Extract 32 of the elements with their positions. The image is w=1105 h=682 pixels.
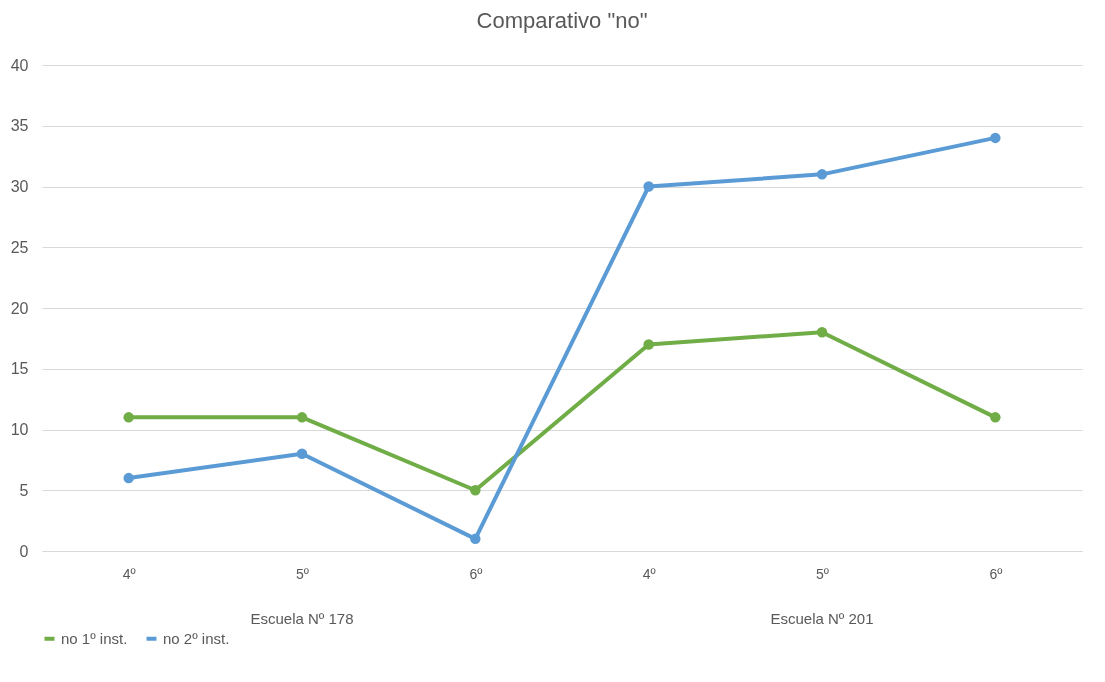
point: [296, 448, 308, 460]
point: [990, 132, 1001, 144]
point: [296, 412, 308, 423]
y-tick-label: 15: [10, 360, 29, 378]
y-tick-label: 0: [19, 542, 29, 560]
point: [470, 533, 481, 545]
chart-title: Comparativo "no": [476, 8, 648, 33]
y-tick-label: 10: [10, 421, 29, 438]
point: [123, 472, 134, 484]
x-tick-label: 5º: [296, 565, 309, 582]
y-tick-label: 5: [19, 481, 29, 499]
x-tick-label: 4º: [642, 565, 656, 582]
y-tick-label: 35: [10, 117, 29, 135]
text: Escuela Nº 201: [770, 610, 874, 627]
legend-label: no 1º inst.: [61, 629, 128, 647]
point: [643, 339, 654, 350]
point: [643, 181, 654, 192]
x-tick-label: 4º: [122, 565, 136, 582]
x-tick-label: 6º: [989, 565, 1003, 582]
x-tick-label: 6º: [469, 565, 483, 582]
legend-label: no 2º inst.: [163, 629, 230, 647]
point: [816, 327, 828, 338]
y-tick-label: 20: [10, 299, 29, 317]
point: [123, 412, 134, 423]
y-tick-label: 25: [10, 238, 29, 256]
y-tick-label: 30: [10, 178, 29, 195]
point: [470, 485, 481, 496]
point: [816, 169, 828, 180]
point: [990, 412, 1001, 423]
x-tick-label: 5º: [816, 565, 829, 582]
y-tick-label: 40: [10, 56, 29, 74]
text: Escuela Nº 178: [250, 610, 354, 627]
